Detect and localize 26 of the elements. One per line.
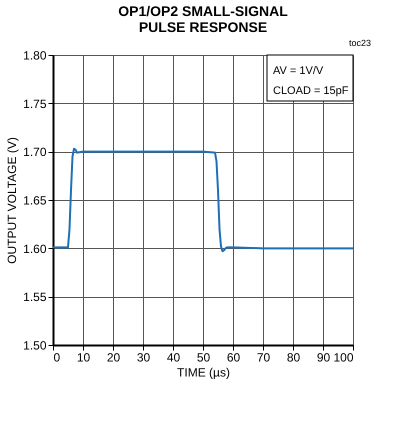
annotation: CLOAD = 15pF	[273, 85, 349, 97]
x-tick-label: 100	[333, 350, 354, 364]
x-tick-label: 40	[166, 350, 180, 364]
annotation: AV = 1V/V	[273, 65, 324, 77]
x-tick-label: 0	[54, 350, 60, 364]
x-axis-title: TIME (µs)	[177, 366, 230, 380]
y-tick-label: 1.65	[23, 194, 47, 208]
line-series	[53, 148, 353, 252]
x-tick-label: 90	[316, 350, 330, 364]
y-axis-title: OUTPUT VOLTAGE (V)	[5, 137, 20, 264]
y-tick-label: 1.80	[23, 48, 47, 62]
x-tick-label: 70	[256, 350, 270, 364]
x-tick-label: 30	[136, 350, 150, 364]
text: OP1/OP2 SMALL-SIGNAL	[118, 3, 288, 19]
text: toc23	[348, 38, 371, 48]
x-tick-label: 80	[286, 350, 300, 364]
y-tick-label: 1.55	[23, 290, 47, 304]
x-tick-label: 20	[106, 350, 120, 364]
y-tick-label: 1.50	[23, 338, 47, 352]
y-tick-label: 1.75	[23, 96, 47, 111]
x-tick-label: 60	[226, 350, 240, 364]
x-tick-label: 50	[196, 350, 210, 364]
x-tick-label: 10	[76, 350, 90, 364]
text: PULSE RESPONSE	[138, 19, 268, 35]
y-tick-label: 1.70	[23, 145, 47, 160]
y-tick-label: 1.60	[23, 242, 47, 256]
